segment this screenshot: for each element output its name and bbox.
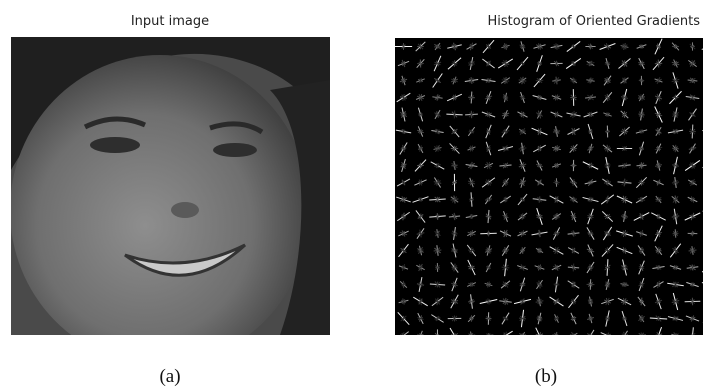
gradient-stroke: [588, 335, 594, 336]
gradient-stroke: [503, 335, 508, 336]
gradient-stroke: [471, 130, 472, 134]
gradient-stroke: [637, 335, 646, 336]
gradient-stroke: [624, 60, 625, 67]
gradient-stroke: [604, 148, 611, 149]
nose: [171, 202, 199, 218]
panel-caption: (a): [159, 366, 180, 387]
gradient-stroke: [658, 60, 659, 68]
face: [10, 55, 310, 365]
panel-title: Input image: [131, 14, 209, 29]
gradient-stroke: [400, 335, 407, 336]
gradient-stroke: [486, 63, 490, 64]
gradient-stroke: [573, 298, 574, 304]
page: Input image Histogram of Oriented Gradie…: [0, 0, 703, 392]
gradient-stroke: [639, 301, 644, 302]
figure: Input image Histogram of Oriented Gradie…: [0, 0, 703, 392]
input-image: [10, 37, 330, 365]
panel-caption: (b): [535, 366, 557, 387]
gradient-stroke: [552, 335, 560, 336]
gradient-stroke: [641, 332, 642, 338]
eye: [213, 143, 257, 157]
panel-title: Histogram of Oriented Gradients: [488, 14, 701, 29]
gradient-stroke: [484, 335, 494, 336]
gradient-stroke: [403, 248, 404, 254]
gradient-stroke: [556, 332, 557, 339]
gradient-stroke: [607, 94, 608, 101]
hog-image: [395, 38, 703, 344]
gradient-stroke: [573, 44, 574, 49]
gradient-stroke: [522, 247, 523, 254]
gradient-stroke: [418, 216, 422, 217]
hog-background: [395, 38, 703, 335]
eye: [90, 137, 140, 153]
